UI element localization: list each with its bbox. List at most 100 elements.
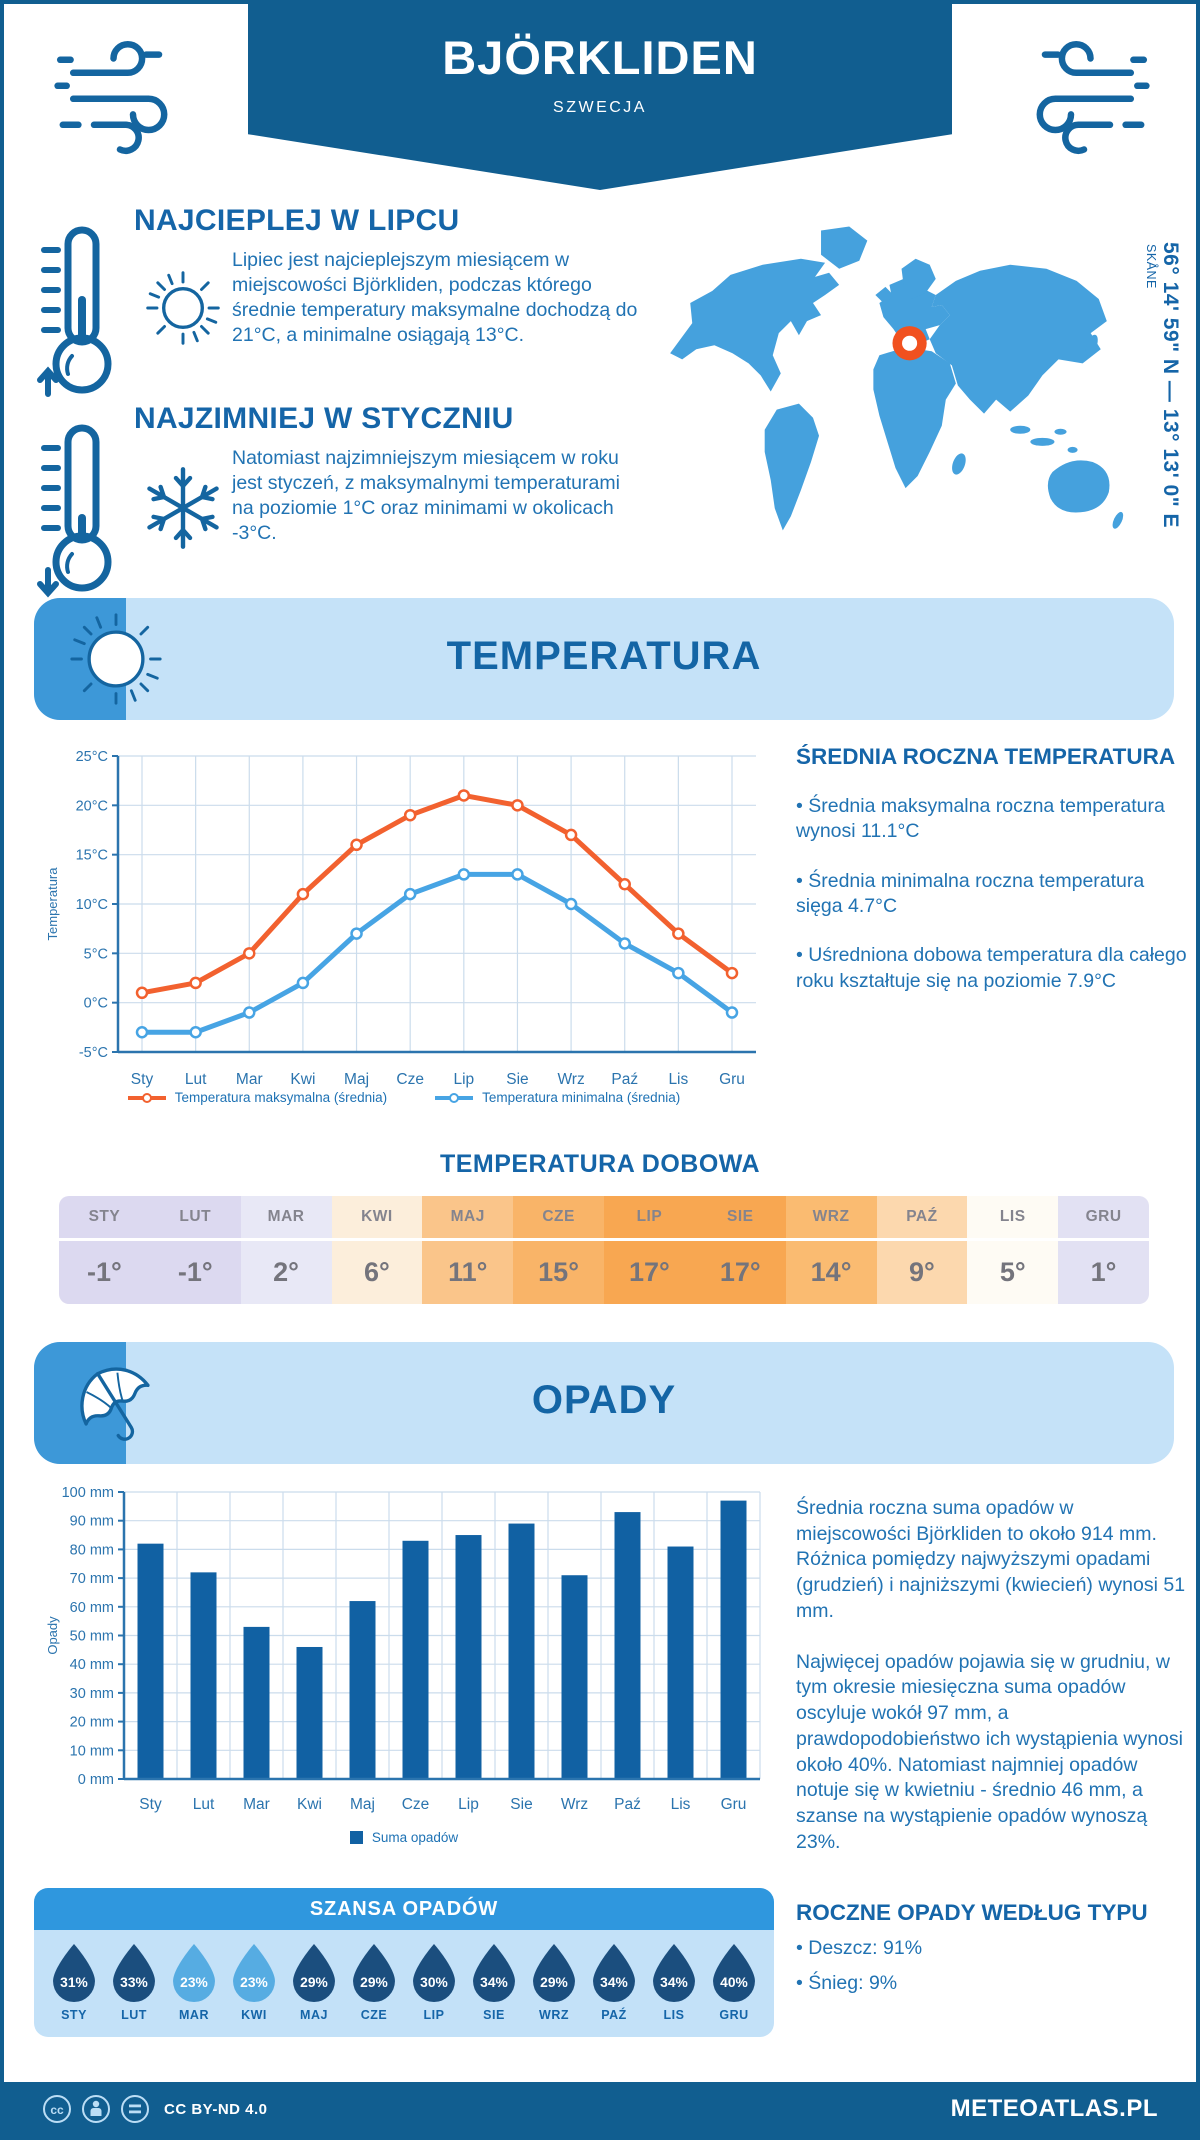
svg-text:Maj: Maj [350,1796,375,1813]
svg-text:Lis: Lis [671,1796,691,1813]
sun-icon [134,248,232,350]
water-drop-icon: 29% [353,1943,395,2003]
water-drop-icon: 23% [173,1943,215,2003]
svg-text:30%: 30% [420,1975,448,1990]
svg-text:29%: 29% [360,1975,388,1990]
attribution-icon [82,2095,110,2123]
annual-temperature-bullet: • Uśredniona dobowa temperatura dla całe… [796,944,1187,992]
annual-temperature-bullet: • Średnia maksymalna roczna temperatura … [796,795,1165,843]
drop-month-label: LIS [663,2008,685,2022]
drop-month-label: CZE [360,2008,388,2022]
month-temperature-cell: -1° [59,1241,150,1304]
water-drop-icon: 29% [293,1943,335,2003]
license-label: CC BY-ND 4.0 [164,2100,268,2118]
legend-item: Suma opadów [349,1830,458,1845]
month-temperature-cell: 5° [967,1241,1059,1304]
precipitation-chance-heading: SZANSA OPADÓW [34,1888,774,1930]
water-drop-icon: 40% [713,1943,755,2003]
water-drop-icon: 30% [413,1943,455,2003]
svg-text:Sie: Sie [506,1071,528,1088]
water-drop-icon: 23% [233,1943,275,2003]
precipitation-chance-drop: 34% PAŹ [587,1943,641,2022]
svg-text:20 mm: 20 mm [70,1715,114,1731]
svg-text:Lut: Lut [185,1071,207,1088]
precipitation-type-bullet: • Deszcz: 91% [796,1937,923,1959]
svg-text:Paź: Paź [611,1071,638,1088]
water-drop-icon: 29% [533,1943,575,2003]
svg-text:Gru: Gru [719,1071,745,1088]
svg-text:Temperatura: Temperatura [45,867,60,941]
annual-temperature-bullet: • Średnia minimalna roczna temperatura s… [796,869,1145,918]
svg-text:Kwi: Kwi [297,1796,322,1813]
drop-month-label: KWI [241,2008,267,2022]
sun-icon [68,611,164,707]
site-name: METEOATLAS.PL [950,2095,1158,2122]
no-derivatives-icon [121,2095,149,2123]
month-temperature-cell: -1° [149,1241,241,1304]
drop-month-label: MAR [179,2008,209,2022]
month-temperature-cell: 14° [785,1241,877,1304]
svg-text:-5°C: -5°C [79,1045,108,1061]
svg-text:34%: 34% [480,1975,508,1990]
umbrella-icon [68,1355,164,1451]
highlight-coldest-text: Natomiast najzimniejszym miesiącem w rok… [232,447,620,544]
highlight-warmest-text: Lipiec jest najcieplejszym miesiącem w m… [232,249,638,346]
month-header-cell: KWI [331,1196,423,1241]
thermometer-cold-icon [36,398,134,603]
svg-text:100 mm: 100 mm [62,1485,114,1501]
page-subtitle: SZWECJA [553,99,647,116]
precipitation-chance-panel: SZANSA OPADÓW 31% STY 33% LUT 23% MAR 23% KWI 29… [34,1888,774,2037]
highlight-coldest-title: NAJZIMNIEJ W STYCZNIU [134,402,514,435]
region-label: SKÅNE [1144,244,1158,289]
precipitation-paragraph: Najwięcej opadów pojawia się w grudniu, … [796,1650,1183,1853]
cc-icon: cc [43,2095,71,2123]
annual-temperature-bullets: • Średnia maksymalna roczna temperatura … [796,794,1188,994]
precipitation-section-title: OPADY [531,1378,677,1422]
svg-text:Maj: Maj [344,1071,369,1088]
month-header-cell: SIE [694,1196,786,1241]
svg-text:0 mm: 0 mm [78,1772,114,1788]
precipitation-type-heading: ROCZNE OPADY WEDŁUG TYPU [796,1900,1148,1925]
svg-text:29%: 29% [540,1975,568,1990]
license-block: cc CC BY-ND 4.0 [42,2094,268,2124]
svg-text:Sty: Sty [139,1796,162,1813]
temperature-section-banner: TEMPERATURA [34,598,1174,720]
month-temperature-cell: 17° [604,1241,695,1304]
drop-month-label: SIE [483,2008,505,2022]
legend-item: Temperatura maksymalna (średnia) [127,1090,387,1105]
svg-text:23%: 23% [240,1975,268,1990]
precipitation-chance-drop: 33% LUT [107,1943,161,2022]
svg-text:Paź: Paź [614,1796,641,1813]
drop-month-label: WRZ [539,2008,569,2022]
precipitation-chance-drop: 34% SIE [467,1943,521,2022]
precipitation-type-bullets: • Deszcz: 91% • Śnieg: 9% [796,1936,1188,1997]
header-banner: BJÖRKLIDEN SZWECJA [248,4,952,190]
svg-text:30 mm: 30 mm [70,1686,114,1702]
svg-text:40 mm: 40 mm [70,1657,114,1673]
svg-text:90 mm: 90 mm [70,1514,114,1530]
coordinates-block: 56° 14' 59" N — 13° 13' 0" E SKÅNE [1144,242,1182,582]
drop-month-label: STY [61,2008,87,2022]
drop-month-label: GRU [719,2008,749,2022]
svg-text:Lis: Lis [668,1071,688,1088]
annual-temperature-panel: ŚREDNIA ROCZNA TEMPERATURA • Średnia mak… [796,744,1188,994]
month-temperature-cell: 9° [876,1241,968,1304]
snowflake-icon [134,446,232,552]
precipitation-chance-drops: 31% STY 33% LUT 23% MAR 23% KWI 29% MAJ 29% CZE 30% L… [34,1930,774,2037]
thermometer-warm-icon [36,200,134,405]
world-map [652,202,1140,570]
precipitation-chance-drop: 29% MAJ [287,1943,341,2022]
precipitation-chance-drop: 34% LIS [647,1943,701,2022]
svg-text:10°C: 10°C [76,897,108,913]
svg-text:Kwi: Kwi [290,1071,315,1088]
daily-temperature-table: STY LUT MAR KWI MAJ CZE LIP SIE WRZ PAŹ LIS GRU -1° -… [59,1196,1149,1304]
drop-month-label: LUT [121,2008,147,2022]
svg-text:Sty: Sty [131,1071,154,1088]
water-drop-icon: 34% [473,1943,515,2003]
precipitation-type-panel: ROCZNE OPADY WEDŁUG TYPU • Deszcz: 91% • … [796,1900,1188,1997]
wind-icon [54,40,168,155]
svg-text:Lip: Lip [453,1071,474,1088]
highlight-warmest: NAJCIEPLEJ W LIPCU [36,200,651,405]
month-header-cell: WRZ [785,1196,877,1241]
page-title: BJÖRKLIDEN [442,31,758,84]
